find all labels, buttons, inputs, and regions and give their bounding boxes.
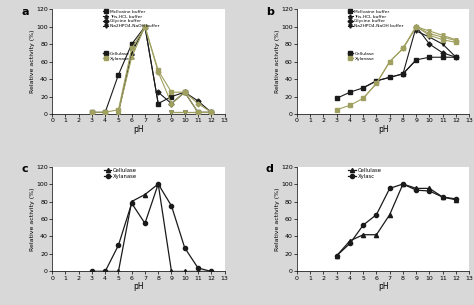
Xylanase	[209, 270, 214, 273]
Xylanase	[195, 266, 201, 270]
Cellulase	[374, 233, 379, 237]
Cellulase	[400, 182, 406, 186]
Xylasc	[453, 197, 459, 201]
Cellulase	[116, 270, 121, 273]
Xylanase	[116, 243, 121, 247]
Text: c: c	[21, 164, 28, 174]
X-axis label: pH: pH	[378, 282, 388, 291]
X-axis label: pH: pH	[133, 282, 144, 291]
Xylanase	[102, 270, 108, 273]
Xylanase	[169, 204, 174, 208]
Cellulase	[427, 187, 432, 190]
Text: b: b	[266, 7, 274, 17]
Xylasc	[347, 242, 353, 245]
Line: Cellulase: Cellulase	[90, 182, 213, 274]
Xylasc	[440, 195, 446, 199]
Line: Xylasc: Xylasc	[335, 182, 458, 258]
Cellulase	[129, 200, 135, 203]
Xylasc	[413, 188, 419, 192]
Line: Xylanase: Xylanase	[90, 182, 213, 274]
Cellulase	[440, 195, 446, 199]
Xylanase	[182, 246, 188, 250]
Xylanase	[89, 270, 95, 273]
Cellulase	[155, 182, 161, 186]
Cellulase	[142, 193, 148, 196]
Cellulase	[102, 270, 108, 273]
Xylanase	[142, 221, 148, 225]
Cellulase	[89, 270, 95, 273]
Cellulase	[413, 187, 419, 190]
Xylasc	[334, 254, 339, 257]
Cellulase	[182, 270, 188, 273]
Xylasc	[400, 182, 406, 186]
Cellulase	[453, 198, 459, 202]
Xylasc	[387, 187, 392, 190]
X-axis label: pH: pH	[378, 125, 388, 134]
Cellulase	[334, 254, 339, 257]
Cellulase	[169, 270, 174, 273]
Cellulase	[360, 233, 366, 237]
Cellulase	[195, 270, 201, 273]
Y-axis label: Relative activity (%): Relative activity (%)	[30, 30, 35, 93]
Cellulase	[387, 213, 392, 217]
Y-axis label: Relative activity (%): Relative activity (%)	[274, 30, 280, 93]
Xylasc	[427, 189, 432, 193]
Legend: Cellulase, Xylanase: Cellulase, Xylanase	[103, 51, 130, 61]
Xylasc	[374, 213, 379, 217]
Xylanase	[129, 201, 135, 205]
Y-axis label: Relative activity (%): Relative activity (%)	[274, 187, 280, 251]
Line: Cellulase: Cellulase	[335, 182, 458, 258]
Legend: Cellulase, Xylasc: Cellulase, Xylasc	[348, 167, 383, 179]
Cellulase	[347, 239, 353, 243]
Text: a: a	[21, 7, 28, 17]
Legend: Cellulase, Xylanase: Cellulase, Xylanase	[347, 51, 375, 61]
Xylasc	[360, 223, 366, 227]
Text: d: d	[266, 164, 274, 174]
Legend: Cellulase, Xylanase: Cellulase, Xylanase	[103, 167, 138, 179]
X-axis label: pH: pH	[133, 125, 144, 134]
Cellulase	[209, 270, 214, 273]
Y-axis label: Relative activity (%): Relative activity (%)	[30, 187, 35, 251]
Xylanase	[155, 182, 161, 186]
